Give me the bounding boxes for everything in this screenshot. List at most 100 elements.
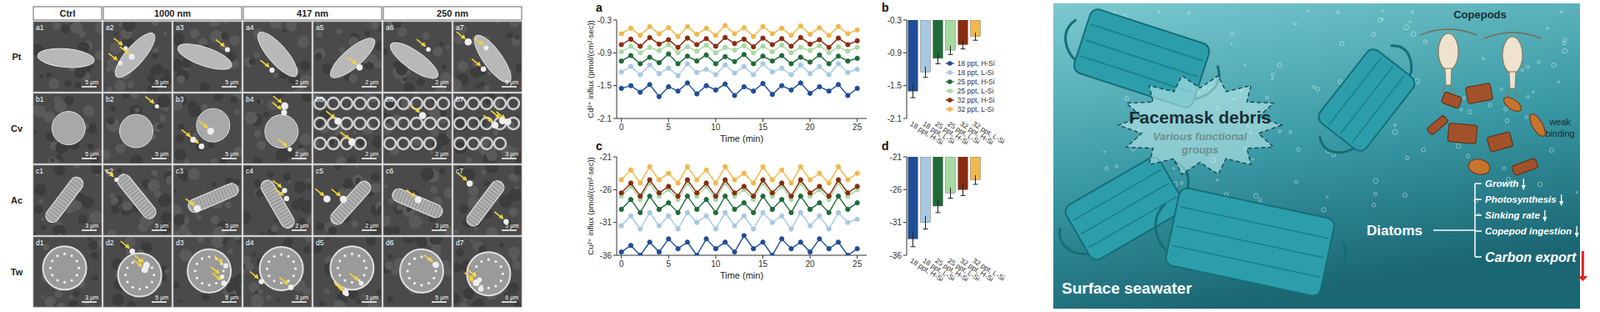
striae: [470, 213, 480, 220]
particle-mesh: [410, 117, 423, 130]
cell: [390, 186, 445, 220]
particle-mesh: [327, 97, 340, 110]
point: [628, 44, 633, 49]
texture: [300, 200, 312, 214]
y-tick: [903, 221, 907, 223]
texture: [184, 159, 190, 164]
pore: [420, 255, 423, 258]
striae: [138, 200, 148, 208]
bubble: [1525, 115, 1528, 119]
particle: [342, 289, 349, 295]
point: [638, 72, 643, 77]
point: [789, 226, 794, 231]
y-tick-label: -0.9: [887, 48, 903, 58]
point: [732, 177, 737, 182]
error-cap: [935, 211, 941, 213]
x-tick-label: 32 ppt, L-Si: [970, 119, 1006, 146]
y-tick-label: -26: [600, 185, 613, 195]
point: [780, 65, 785, 70]
pore: [125, 280, 129, 283]
bubble: [1230, 42, 1233, 45]
frustule: [185, 180, 240, 215]
point: [826, 226, 831, 231]
panel-id: c7: [455, 166, 464, 175]
series-line: [621, 182, 858, 200]
pore: [215, 281, 218, 285]
y-tick-label: -31: [600, 217, 613, 227]
error-bar: [973, 175, 979, 185]
y-axis: [616, 156, 618, 255]
pore: [195, 262, 199, 265]
point: [638, 226, 643, 231]
x-tick-label: 32 ppt, L-Si: [970, 255, 1006, 283]
scale-label: 5 μm: [435, 294, 449, 301]
bar: [945, 156, 956, 193]
point: [835, 82, 840, 87]
panel-id: a5: [315, 23, 325, 32]
micrograph-bg: [173, 236, 242, 307]
bubble: [1311, 85, 1315, 89]
error-stem: [937, 199, 939, 213]
pore: [63, 280, 66, 284]
particle: [499, 116, 507, 125]
pore: [487, 258, 490, 261]
particle: [466, 180, 473, 186]
point: [817, 170, 822, 175]
texture: [335, 28, 342, 35]
striae: [140, 203, 150, 211]
texture: [315, 52, 323, 60]
effect-label: Photosynthesis: [1485, 194, 1557, 205]
scale-label: 3 μm: [85, 222, 99, 230]
texture: [393, 204, 404, 215]
striae: [360, 184, 369, 192]
striae: [125, 185, 135, 193]
texture: [173, 213, 185, 225]
point: [826, 180, 831, 185]
y-tick: [903, 52, 907, 54]
pore: [413, 257, 416, 260]
texture: [230, 35, 240, 46]
point: [760, 61, 765, 66]
bracket-tick: [1475, 214, 1482, 216]
texture: [263, 111, 270, 118]
cell: [265, 115, 299, 149]
texture: [464, 297, 468, 301]
texture: [210, 215, 220, 225]
point: [685, 210, 690, 215]
legend-label: 32 ppt, L-Si: [957, 105, 995, 114]
bubble: [1503, 107, 1507, 111]
frustule: [464, 177, 507, 229]
micrograph-frame: [103, 165, 172, 235]
arrow-head: [276, 182, 282, 188]
pore: [150, 280, 154, 283]
striae: [71, 180, 81, 187]
point: [732, 249, 737, 254]
point: [619, 223, 624, 228]
point: [789, 87, 794, 92]
particle: [425, 47, 430, 52]
bubble: [1296, 147, 1300, 151]
pore: [55, 254, 59, 257]
striae: [468, 215, 478, 223]
texture: [352, 130, 356, 135]
bubble: [1502, 166, 1506, 170]
striae: [284, 220, 295, 227]
point: [656, 60, 661, 65]
texture: [175, 134, 185, 144]
texture: [135, 107, 140, 113]
striae: [480, 200, 490, 207]
bubble: [1402, 192, 1407, 197]
x-tick: [762, 118, 764, 122]
series-line: [621, 25, 858, 37]
point: [619, 177, 624, 182]
arrow: [456, 31, 465, 39]
diatom: [1440, 91, 1462, 110]
texture: [370, 21, 380, 30]
cell: [464, 177, 507, 229]
texture: [429, 236, 441, 245]
legend-marker: [947, 106, 953, 112]
point: [656, 249, 661, 254]
point: [855, 45, 860, 50]
bracket: [1474, 183, 1476, 257]
texture: [365, 30, 370, 36]
